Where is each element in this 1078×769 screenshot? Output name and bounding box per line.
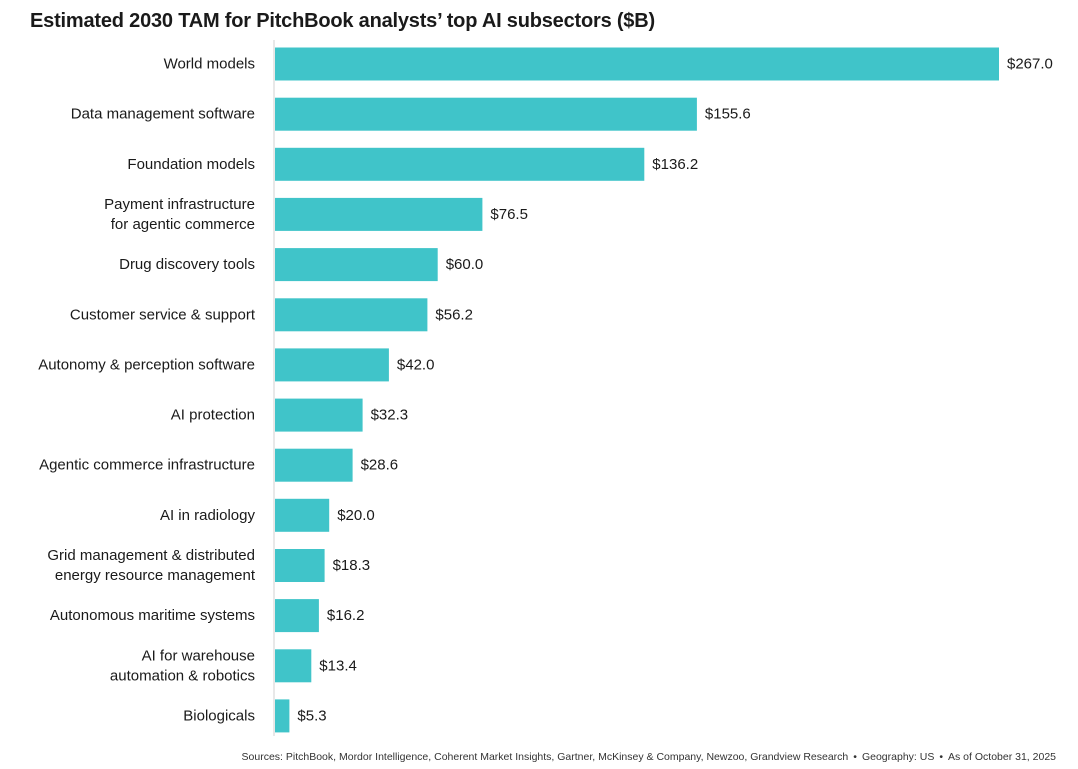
category-label: Drug discovery tools	[119, 256, 255, 273]
category-label-line: Grid management & distributed	[47, 547, 255, 564]
bar	[275, 197, 483, 231]
bars-layer: $267.0 World models $155.6 Data management …	[38, 47, 1053, 733]
category-label-line: Biologicals	[183, 707, 255, 724]
bar-value-label: $5.3	[297, 707, 326, 724]
category-label: Biologicals	[183, 707, 255, 724]
category-label-line: for agentic commerce	[111, 216, 255, 233]
bar	[275, 649, 312, 683]
category-label-line: AI protection	[171, 407, 255, 424]
category-label: Customer service & support	[70, 306, 256, 323]
bar	[275, 47, 999, 81]
bar	[275, 348, 389, 382]
category-label: AI for warehouse automation & robotics	[110, 647, 255, 684]
footer-separator: •	[939, 751, 944, 763]
category-label-line: AI for warehouse	[142, 647, 255, 664]
bar	[275, 699, 290, 733]
category-label-line: World models	[164, 56, 255, 73]
bar	[275, 97, 697, 131]
bar	[275, 599, 319, 633]
bar-value-label: $60.0	[446, 256, 484, 273]
bar-value-label: $76.5	[490, 206, 528, 223]
chart-footer: Sources: PitchBook, Mordor Intelligence,…	[242, 751, 1056, 763]
footer-separator: •	[853, 751, 857, 763]
bar	[275, 549, 325, 582]
category-label-line: Agentic commerce infrastructure	[39, 457, 255, 474]
bar-value-label: $136.2	[652, 156, 698, 173]
bar-value-label: $32.3	[371, 407, 409, 424]
chart-title: Estimated 2030 TAM for PitchBook analyst…	[30, 10, 655, 32]
category-label: AI protection	[171, 407, 255, 424]
category-label: Agentic commerce infrastructure	[39, 457, 255, 474]
bar-value-label: $20.0	[337, 507, 375, 524]
bar-value-label: $267.0	[1007, 56, 1053, 73]
bar	[275, 298, 428, 332]
category-label-line: Payment infrastructure	[104, 196, 255, 213]
category-label-line: Drug discovery tools	[119, 256, 255, 273]
bar-value-label: $28.6	[361, 457, 399, 474]
bar	[275, 248, 438, 282]
category-label: Data management software	[71, 106, 255, 123]
bar	[275, 147, 645, 181]
category-label-line: automation & robotics	[110, 667, 255, 684]
bar-value-label: $155.6	[705, 106, 751, 123]
geography-note: Geography: US	[861, 751, 935, 763]
category-label: Foundation models	[127, 156, 255, 173]
bar	[275, 498, 330, 532]
category-label-line: energy resource management	[55, 567, 256, 584]
bar-value-label: $56.2	[435, 306, 473, 323]
category-label-line: AI in radiology	[160, 507, 256, 524]
category-label: Payment infrastructure for agentic commer…	[104, 196, 255, 233]
category-label-line: Customer service & support	[70, 306, 256, 323]
category-label: World models	[164, 56, 255, 73]
category-label-line: Autonomous maritime systems	[50, 607, 255, 624]
category-label: Autonomous maritime systems	[50, 607, 255, 624]
category-label: Autonomy & perception software	[38, 356, 255, 373]
bar-value-label: $16.2	[327, 607, 365, 624]
bar	[275, 398, 363, 432]
sources-note: Sources: PitchBook, Mordor Intelligence,…	[241, 751, 849, 763]
category-label-line: Autonomy & perception software	[38, 356, 255, 373]
bar-value-label: $18.3	[333, 557, 371, 574]
category-label: Grid management & distributed energy reso…	[47, 547, 255, 584]
category-label-line: Data management software	[71, 106, 255, 123]
category-label: AI in radiology	[160, 507, 256, 524]
bar-value-label: $13.4	[319, 657, 357, 674]
bar	[275, 448, 353, 482]
as-of-note: As of October 31, 2025	[948, 751, 1056, 763]
bar-value-label: $42.0	[397, 356, 435, 373]
category-label-line: Foundation models	[127, 156, 255, 173]
